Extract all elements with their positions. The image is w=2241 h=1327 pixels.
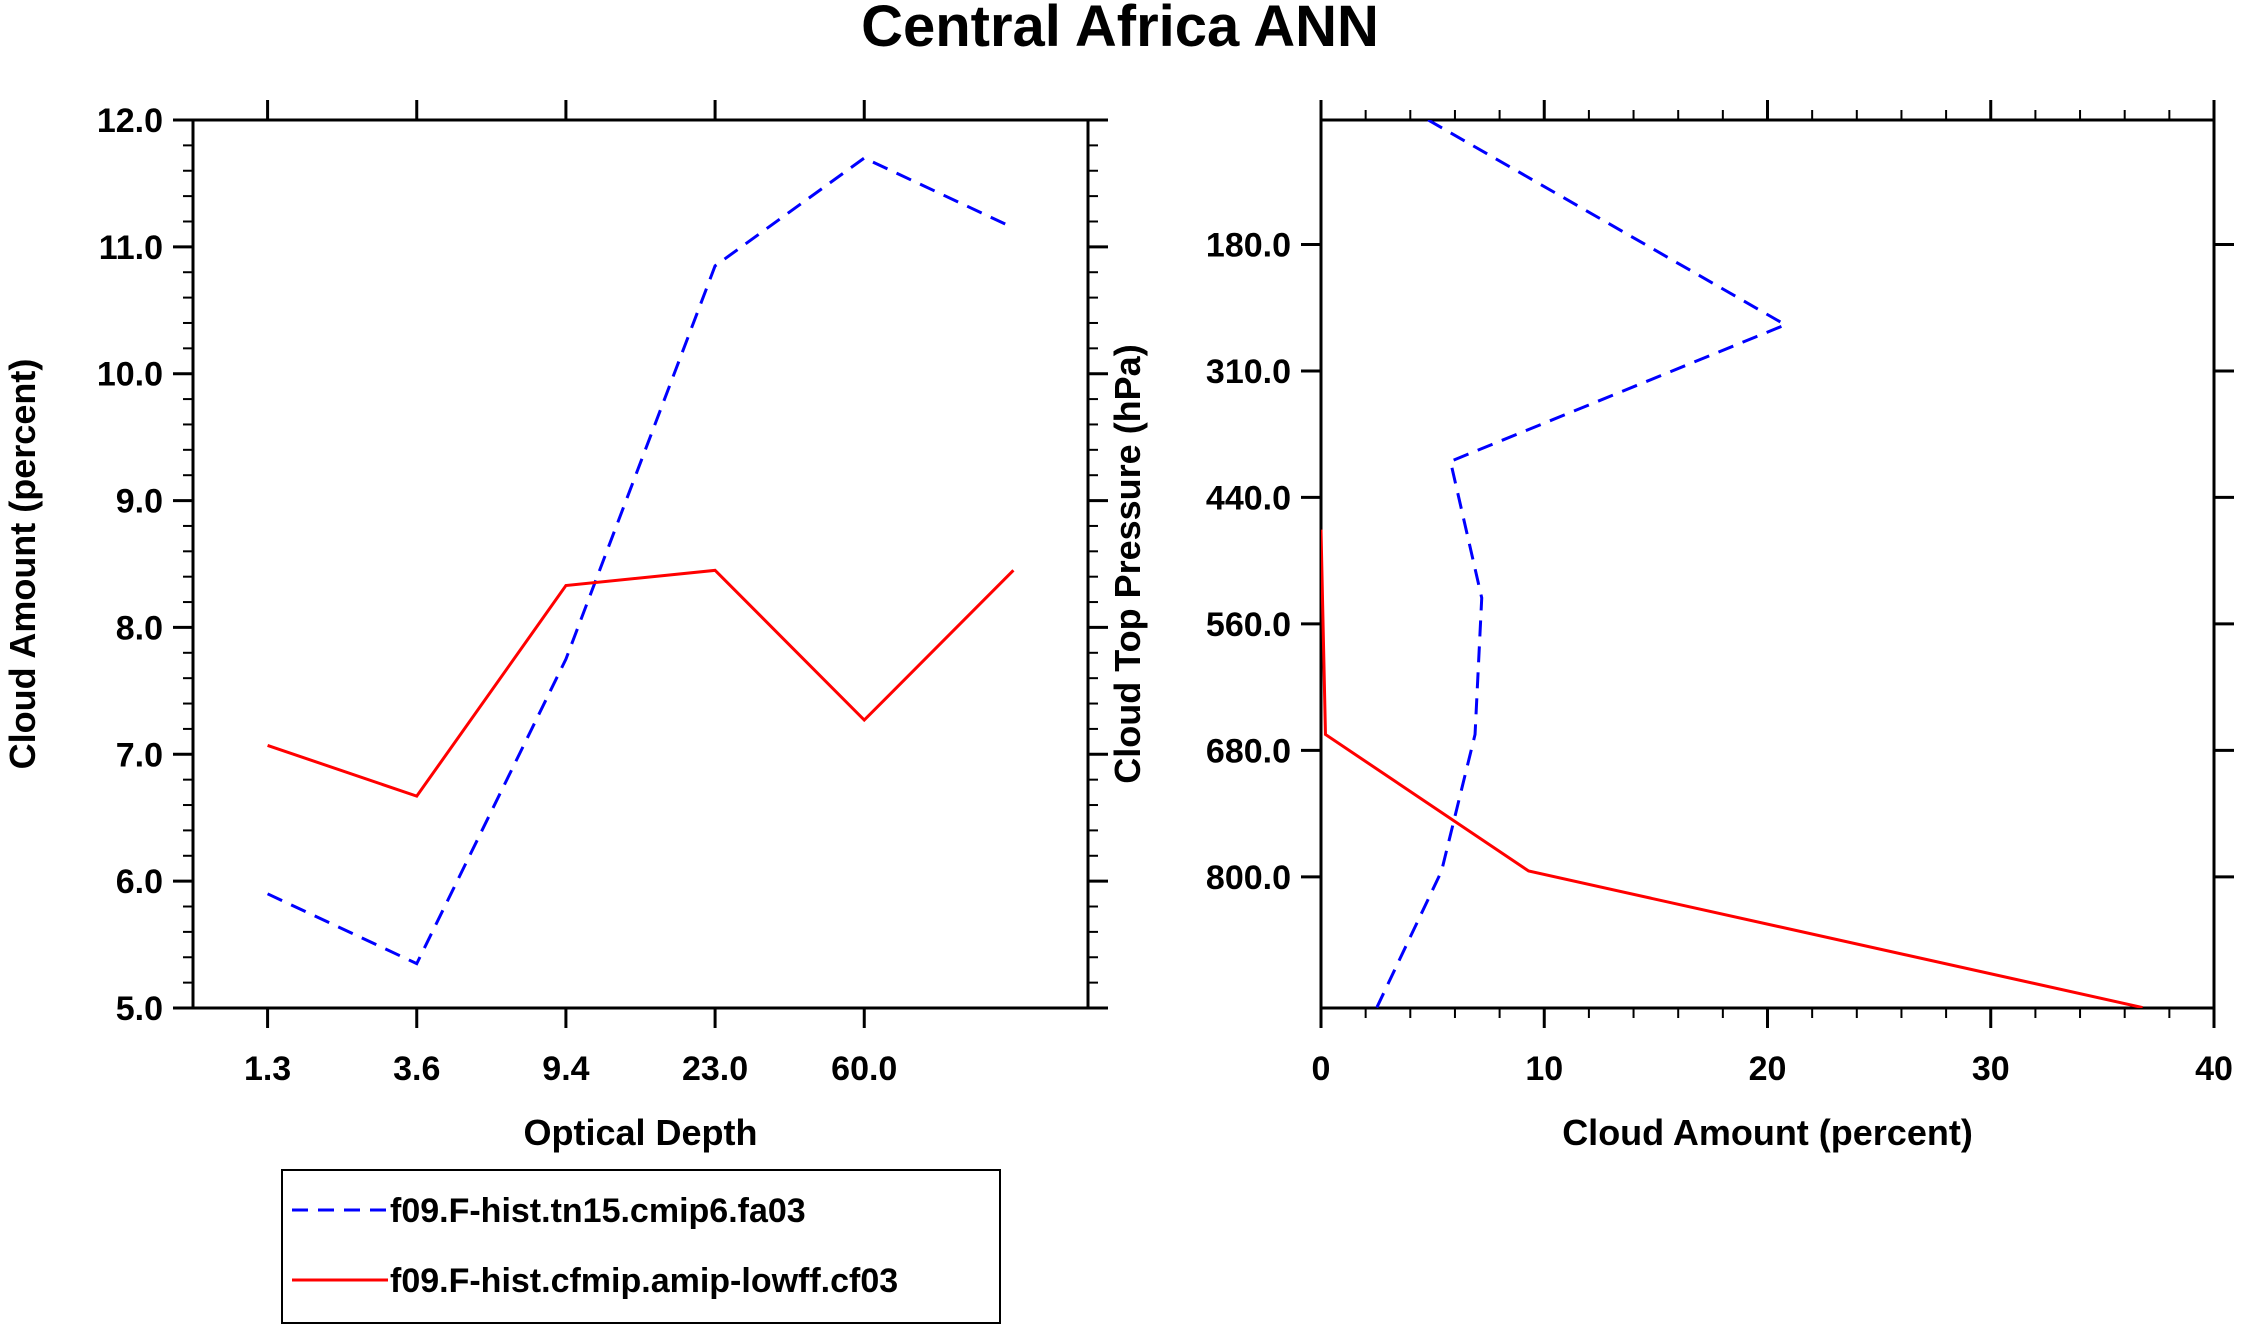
left-y-tick-label: 12.0 <box>97 102 163 140</box>
right-y-axis-label: Cloud Top Pressure (hPa) <box>1107 344 1148 783</box>
left-x-tick-label: 23.0 <box>682 1050 748 1088</box>
left-x-tick-label: 9.4 <box>542 1050 589 1088</box>
right-series-line-2 <box>1321 529 2143 1008</box>
left-series-line-1 <box>266 156 1015 966</box>
right-y-tick-label: 310.0 <box>1206 353 1291 391</box>
left-x-tick-label: 1.3 <box>244 1050 291 1088</box>
right-series-line-1 <box>1375 120 1789 1008</box>
right-x-tick-label: 0 <box>1312 1050 1331 1088</box>
legend-label-series-2: f09.F-hist.cfmip.amip-lowff.cf03 <box>390 1262 898 1300</box>
legend-label-series-1: f09.F-hist.tn15.cmip6.fa03 <box>390 1192 806 1230</box>
right-x-axis-label: Cloud Amount (percent) <box>1562 1112 1973 1153</box>
right-y-tick-label: 680.0 <box>1206 732 1291 770</box>
right-x-tick-label: 10 <box>1525 1050 1563 1088</box>
left-y-tick-label: 11.0 <box>99 229 163 267</box>
right-plot-frame <box>1319 118 2216 1010</box>
legend: f09.F-hist.tn15.cmip6.fa03 f09.F-hist.cf… <box>281 1169 1001 1324</box>
left-y-tick-label: 5.0 <box>116 990 163 1028</box>
left-y-tick-label: 8.0 <box>116 609 163 647</box>
left-x-axis-label: Optical Depth <box>523 1112 757 1153</box>
right-y-tick-label: 800.0 <box>1206 859 1291 897</box>
left-series-line-2 <box>267 568 1015 798</box>
left-y-tick-label: 9.0 <box>116 483 163 521</box>
left-y-axis-label: Cloud Amount (percent) <box>2 359 43 770</box>
left-y-tick-label: 7.0 <box>116 736 163 774</box>
right-x-tick-label: 40 <box>2195 1050 2233 1088</box>
chart-title: Central Africa ANN <box>861 0 1379 59</box>
right-y-tick-label: 560.0 <box>1206 606 1291 644</box>
left-x-tick-label: 3.6 <box>393 1050 440 1088</box>
left-y-tick-label: 10.0 <box>97 356 163 394</box>
left-plot-frame <box>191 118 1090 1010</box>
right-x-tick-label: 20 <box>1749 1050 1787 1088</box>
right-y-tick-label: 440.0 <box>1206 479 1291 517</box>
left-y-tick-label: 6.0 <box>116 863 163 901</box>
left-x-tick-label: 60.0 <box>831 1050 897 1088</box>
right-panel-pressure-profile: 180.0 310.0 440.0 560.0 680.0 800.0 0 10 20 30 40 C… <box>1107 100 2234 1153</box>
legend-box <box>281 1169 1001 1324</box>
left-panel-optical-depth: 5.0 6.0 7.0 8.0 9.0 10.0 11.0 12.0 1.3 3.6 9.4 23.0… <box>2 100 1108 1153</box>
right-y-tick-label: 180.0 <box>1206 226 1291 264</box>
right-x-tick-label: 30 <box>1972 1050 2010 1088</box>
